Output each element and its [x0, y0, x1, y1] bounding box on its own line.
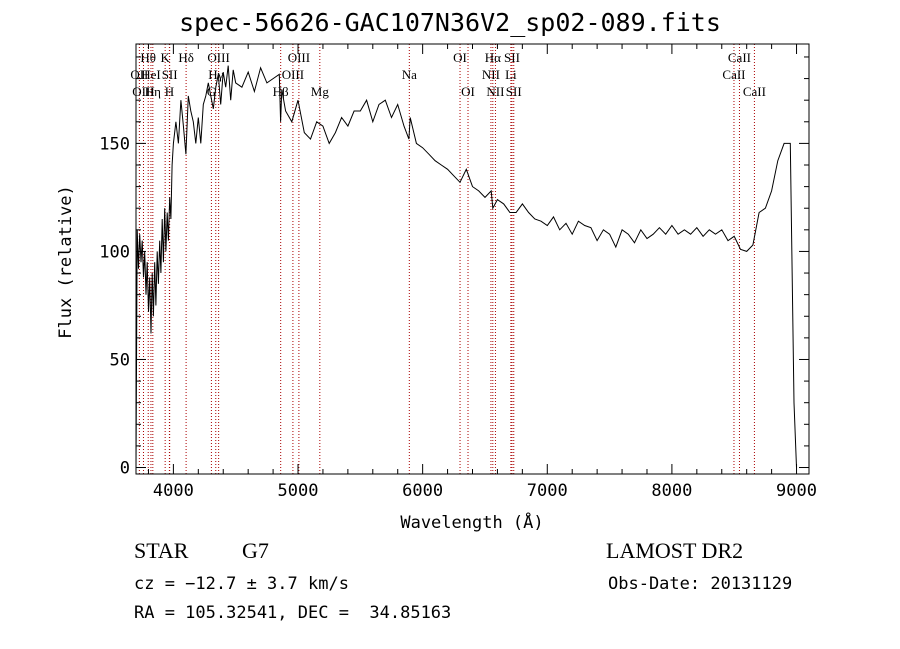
- spectral-line-label: Li: [505, 67, 517, 82]
- spectral-line-label: CaII: [743, 84, 766, 99]
- x-tick-label: 7000: [527, 481, 568, 501]
- spectral-line-label: SII: [506, 84, 522, 99]
- redshift-cz: cz = −12.7 ± 3.7 km/s: [134, 574, 349, 594]
- spectral-line-label: H: [165, 84, 174, 99]
- y-tick-label: 50: [110, 350, 130, 370]
- survey-name: LAMOST DR2: [606, 538, 744, 563]
- spectral-line-label: HeI: [141, 67, 161, 82]
- x-tick-label: 8000: [651, 481, 692, 501]
- spectral-line-label: CaII: [728, 50, 751, 65]
- spectral-line-label: G: [207, 84, 216, 99]
- observation-date: Obs-Date: 20131129: [608, 574, 793, 594]
- spectral-line-label: OI: [461, 84, 475, 99]
- spectral-line-label: Hδ: [178, 50, 194, 65]
- spectral-line-label: OIII: [282, 67, 304, 82]
- x-tick-label: 4000: [153, 481, 194, 501]
- spectral-line-label: OIII: [132, 84, 154, 99]
- object-subclass: G7: [242, 538, 269, 563]
- spectral-line-label: K: [160, 50, 170, 65]
- x-tick-label: 5000: [278, 481, 319, 501]
- x-tick-label: 9000: [776, 481, 817, 501]
- ra-dec-coordinates: RA = 105.32541, DEC = 34.85163: [134, 603, 452, 623]
- x-tick-label: 6000: [402, 481, 443, 501]
- spectrum-line: [135, 65, 797, 468]
- x-axis-label: Wavelength (Å): [400, 511, 543, 533]
- spectral-line-label: NII: [486, 84, 504, 99]
- spectral-line-label: Hη: [145, 84, 161, 99]
- spectral-line-label: Mg: [311, 84, 330, 99]
- chart-title: spec-56626-GAC107N36V2_sp02-089.fits: [179, 8, 721, 37]
- plot-frame: [135, 43, 810, 475]
- object-class: STAR: [134, 538, 189, 563]
- spectral-line-label: NII: [482, 67, 500, 82]
- spectral-line-label: OIII: [288, 50, 310, 65]
- spectral-line-label: CaII: [722, 67, 745, 82]
- spectral-line-markers: [138, 44, 755, 474]
- spectral-line-label: SII: [504, 50, 520, 65]
- spectral-line-label: OIII: [207, 50, 229, 65]
- spectral-line-label: Hγ: [208, 67, 223, 82]
- y-axis-label: Flux (relative): [56, 185, 76, 339]
- spectral-line-labels: Hθ OII OIII HeI Hη K SII H Hδ OIII Hγ G OIII OIII Hβ Mg…: [130, 50, 766, 99]
- spectral-line-label: Hθ: [140, 50, 156, 65]
- y-tick-label: 100: [99, 242, 130, 262]
- spectral-line-label: SII: [162, 67, 178, 82]
- y-tick-label: 150: [99, 134, 130, 154]
- spectral-line-label: OI: [453, 50, 467, 65]
- spectral-line-label: Hα: [485, 50, 501, 65]
- y-tick-label: 0: [120, 459, 130, 479]
- spectral-line-label: OII: [130, 67, 148, 82]
- axis-ticks: 4000 5000 6000 7000 8000 9000 0 50 100 150: [99, 44, 817, 501]
- spectral-line-label: Hβ: [273, 84, 289, 99]
- spectral-line-label: Na: [402, 67, 417, 82]
